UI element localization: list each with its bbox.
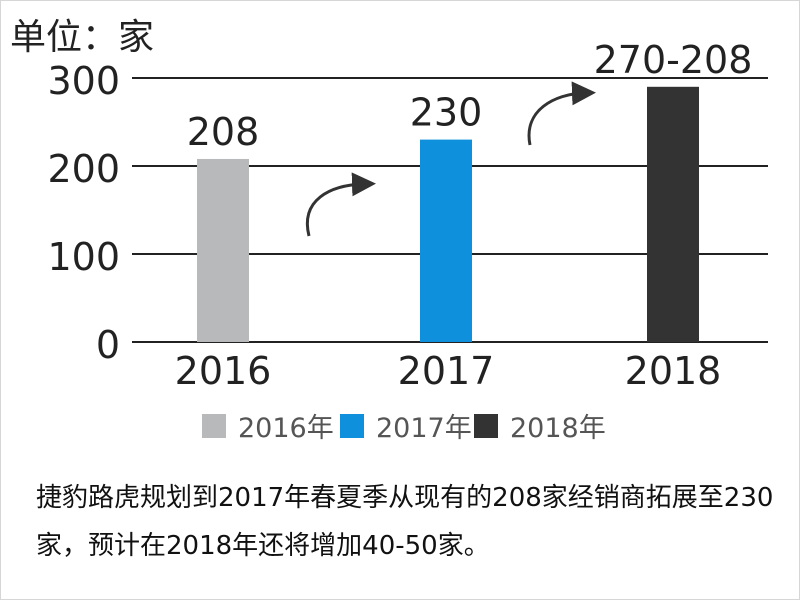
value-label-2017: 230 — [410, 91, 483, 135]
legend-label-2017: 2017年 — [376, 413, 472, 444]
legend-swatch-2017 — [340, 414, 364, 438]
growth-arrow-icon — [527, 81, 596, 146]
bar-2017 — [420, 139, 472, 342]
x-tick-label-2016: 2016 — [175, 349, 272, 393]
value-label-2018: 270-208 — [594, 38, 753, 82]
value-label-2016: 208 — [187, 110, 260, 154]
legend-label-2018: 2018年 — [510, 413, 606, 444]
y-tick-label-0: 0 — [96, 323, 120, 367]
bar-2018 — [647, 86, 699, 342]
y-tick-label-100: 100 — [47, 235, 120, 279]
legend-swatch-2018 — [474, 414, 498, 438]
y-tick-label-300: 300 — [47, 59, 120, 103]
bar-chart: 0 100 200 300 208 230 270-208 2016 2017 2018 20… — [47, 38, 768, 444]
y-tick-label-200: 200 — [47, 147, 120, 191]
bar-2016 — [197, 158, 249, 342]
legend-swatch-2016 — [202, 414, 226, 438]
growth-arrow-icon — [305, 172, 376, 237]
legend-label-2016: 2016年 — [238, 413, 334, 444]
unit-label: 单位：家 — [10, 17, 155, 58]
x-tick-label-2018: 2018 — [625, 349, 722, 393]
x-tick-label-2017: 2017 — [398, 349, 495, 393]
caption-text: 捷豹路虎规划到2017年春夏季从现有的208家经销商拓展至230家，预计在201… — [36, 483, 774, 561]
